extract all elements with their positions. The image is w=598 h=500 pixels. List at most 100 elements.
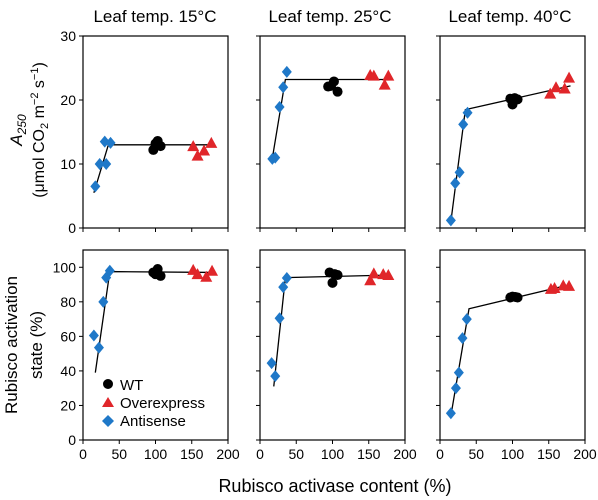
panels: 0 10 20 30 0 20 40 60 80 100 0 50 100 150 200 0 50 100 150… [53, 28, 597, 462]
y-tick-label: 10 [60, 156, 76, 172]
wt-point [512, 94, 523, 105]
overexpress-point [558, 82, 571, 94]
antisense-point [445, 407, 456, 420]
antisense-point [90, 180, 101, 193]
antisense-point [278, 81, 289, 94]
antisense-point [105, 136, 116, 149]
panel-title-15c: Leaf temp. 15°C [93, 7, 216, 26]
panel-activation-0: 0 20 40 60 80 100 0 50 100 150 200 [53, 249, 240, 462]
antisense-point [278, 281, 289, 294]
overexpress-point [205, 136, 218, 148]
x-tick-label: 150 [357, 446, 381, 462]
a250-label: A250 [7, 114, 29, 147]
x-tick-label: 200 [393, 446, 417, 462]
overexpress-point [563, 279, 576, 291]
antisense-point [266, 357, 277, 370]
overexpress-point [367, 69, 380, 81]
antisense-point [274, 101, 285, 114]
x-axis-label: Rubisco activase content (%) [218, 476, 451, 496]
x-tick-label: 50 [111, 446, 127, 462]
x-tick-label: 200 [573, 446, 597, 462]
legend-overexpress-label: Overexpress [120, 395, 205, 412]
x-tick-label: 150 [537, 446, 561, 462]
x-tick-label: 200 [216, 446, 240, 462]
overexpress-point [550, 81, 562, 93]
legend: WT Overexpress Antisense [102, 377, 205, 430]
antisense-point [94, 158, 105, 170]
fit-line [273, 274, 391, 387]
x-tick-label: 0 [256, 446, 264, 462]
antisense-point [93, 341, 104, 354]
wt-point [327, 277, 338, 288]
overexpress-point [198, 144, 211, 156]
overexpress-point [364, 274, 377, 286]
antisense-point [450, 382, 461, 395]
y-tick-label: 100 [53, 259, 77, 275]
x-tick-label: 50 [288, 446, 304, 462]
overexpress-point [382, 69, 395, 81]
overexpress-point [544, 87, 557, 99]
fit-line [450, 283, 571, 416]
y-tick-label: 60 [60, 328, 76, 344]
top-y-axis-label: A250 (μmol CO2 m−2 s−1) [7, 62, 51, 198]
overexpress-point [378, 78, 391, 90]
plot-frame [439, 35, 586, 229]
plot-frame [439, 249, 586, 441]
antisense-point [101, 158, 112, 170]
panel-titles: Leaf temp. 15°C Leaf temp. 25°C Leaf tem… [93, 7, 571, 26]
y-tick-label: 0 [68, 220, 76, 236]
y-tick-label: 20 [60, 397, 76, 413]
legend-overexpress-marker [102, 397, 114, 407]
panel-A250-2 [436, 35, 586, 232]
antisense-point [458, 118, 469, 131]
overexpress-point [200, 270, 213, 282]
wt-point [155, 270, 166, 281]
panel-A250-0: 0 10 20 30 [60, 28, 229, 236]
antisense-point [274, 312, 285, 325]
legend-antisense-label: Antisense [120, 413, 186, 430]
activation-label-line1: Rubisco activation [2, 276, 21, 414]
overexpress-point [382, 269, 395, 281]
y-tick-label: 20 [60, 92, 76, 108]
overexpress-point [187, 140, 200, 152]
panel-activation-1: 0 50 100 150 200 [256, 249, 417, 462]
activation-label-line2: state (%) [27, 311, 46, 379]
fit-line [270, 78, 391, 163]
antisense-point [270, 370, 281, 383]
antisense-point [104, 264, 115, 277]
antisense-point [98, 295, 109, 308]
overexpress-point [191, 149, 204, 161]
wt-point [512, 292, 523, 303]
x-tick-label: 100 [321, 446, 345, 462]
y-tick-label: 0 [68, 432, 76, 448]
x-tick-label: 100 [501, 446, 525, 462]
overexpress-point [206, 264, 219, 276]
wt-point [155, 141, 166, 152]
plot-frame [259, 35, 406, 229]
x-tick-label: 0 [436, 446, 444, 462]
x-tick-label: 50 [468, 446, 484, 462]
overexpress-point [563, 71, 576, 83]
antisense-point [461, 313, 472, 326]
legend-wt-marker [103, 379, 113, 389]
antisense-point [453, 366, 464, 379]
legend-wt-label: WT [120, 377, 143, 394]
panel-activation-2: 0 50 100 150 200 [436, 249, 597, 462]
antisense-point [281, 271, 292, 284]
antisense-point [462, 106, 473, 119]
x-tick-label: 150 [180, 446, 204, 462]
antisense-point [281, 65, 292, 78]
wt-point [332, 86, 343, 97]
fit-line [94, 270, 214, 373]
antisense-point [270, 151, 281, 164]
a250-units: (μmol CO2 m−2 s−1) [29, 62, 51, 198]
panel-title-25c: Leaf temp. 25°C [268, 7, 391, 26]
panel-title-40c: Leaf temp. 40°C [448, 7, 571, 26]
wt-point [332, 270, 343, 281]
panel-A250-1 [256, 35, 406, 232]
antisense-point [88, 329, 99, 342]
x-tick-label: 100 [144, 446, 168, 462]
plot-frame [82, 35, 229, 229]
x-tick-label: 0 [79, 446, 87, 462]
